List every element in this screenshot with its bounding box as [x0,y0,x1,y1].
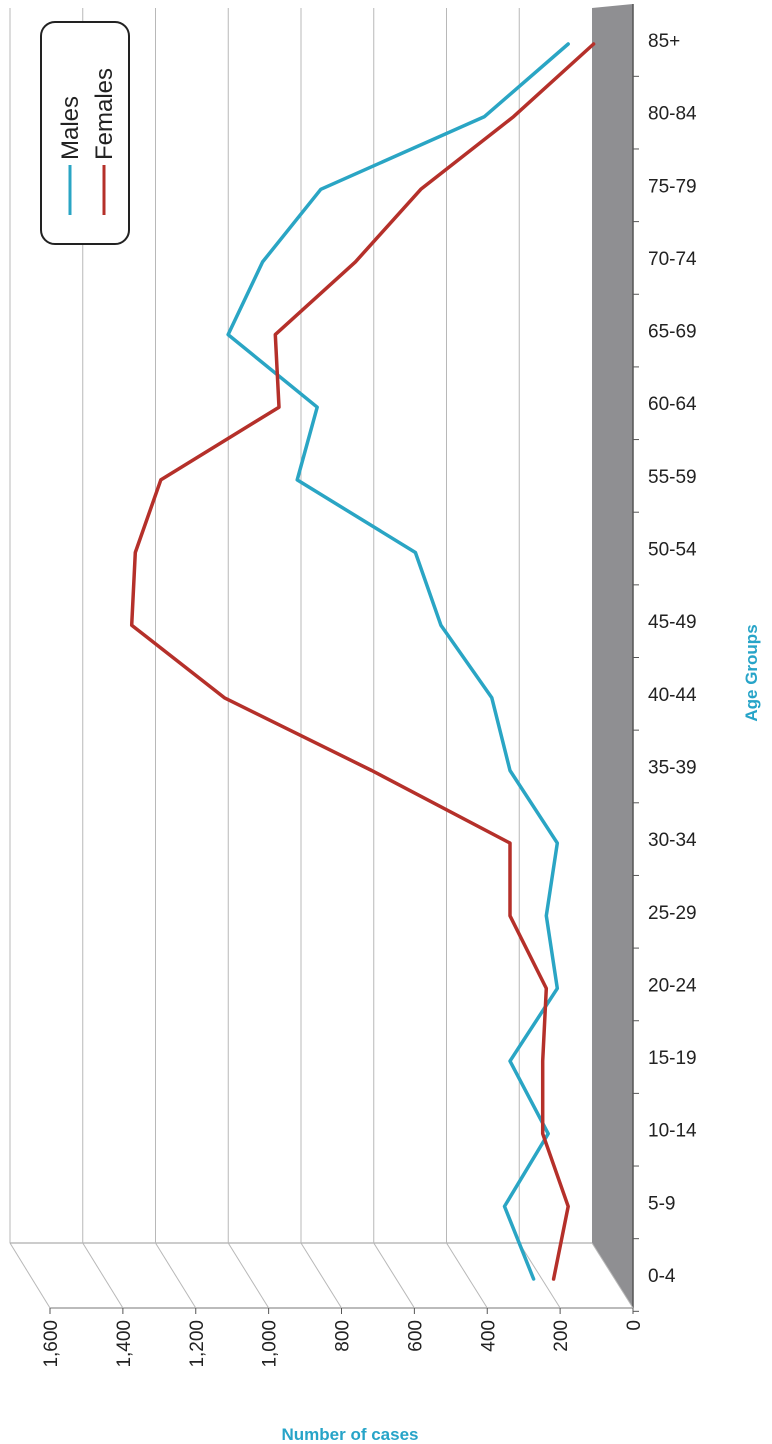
category-tick-label: 50-54 [648,540,697,561]
category-tick-label: 0-4 [648,1266,676,1287]
legend-box [40,21,130,245]
gridline-depth [155,1242,197,1309]
category-tick-label: 85+ [648,31,680,52]
category-tick-label: 20-24 [648,975,697,996]
category-tick-label: 45-49 [648,612,697,633]
value-tick-label: 800 [333,1320,354,1352]
gridline-depth [591,1242,634,1309]
age-group-tick-labels: 0-4 5-9 10-14 15-19 20-24 25-29 30-34 35-39 40-4… [648,31,697,1287]
value-tick-label: 0 [624,1320,645,1331]
case-count-tick-labels: 0 200 400 600 800 1,000 1,200 1,400 1,600 [41,1320,645,1368]
gridline-depth [9,1242,51,1309]
series-line-females [129,42,596,1281]
gridline-depth [300,1242,342,1309]
category-tick-label: 25-29 [648,903,697,924]
gridline-depth [446,1242,488,1309]
legend-label-males: Males [57,96,84,160]
value-tick-label: 1,200 [187,1320,208,1368]
value-tick-label: 1,400 [114,1320,135,1368]
series-line-males [226,42,570,1281]
value-tick-label: 400 [478,1320,499,1352]
category-tick-label: 5-9 [648,1193,675,1214]
category-tick-label: 60-64 [648,394,697,415]
category-tick-label: 10-14 [648,1121,697,1142]
legend: Males Females [40,21,130,245]
gridlines [9,8,634,1314]
gridline-depth [518,1242,561,1309]
category-tick-label: 40-44 [648,685,697,706]
category-tick-label: 15-19 [648,1048,697,1069]
category-tick-label: 70-74 [648,249,697,270]
gridline-depth [373,1242,415,1309]
gridline-depth [82,1242,124,1309]
value-tick-label: 1,000 [260,1320,281,1368]
gridline-depth [227,1242,270,1309]
category-tick-label: 65-69 [648,322,697,343]
legend-label-females: Females [91,68,118,160]
category-tick-label: 75-79 [648,176,697,197]
category-tick-label: 80-84 [648,104,697,125]
series-lines [129,42,596,1281]
x-axis-title: Number of cases [282,1425,419,1444]
category-tick-label: 55-59 [648,467,697,488]
category-tick-label: 30-34 [648,830,697,851]
floor-panel [592,4,633,1308]
y-axis-title: Age Groups [742,624,761,721]
category-tick-label: 35-39 [648,757,697,778]
value-tick-label: 600 [405,1320,426,1352]
chart-floor [10,4,639,1312]
value-tick-label: 200 [551,1320,572,1352]
value-tick-label: 1,600 [41,1320,62,1368]
